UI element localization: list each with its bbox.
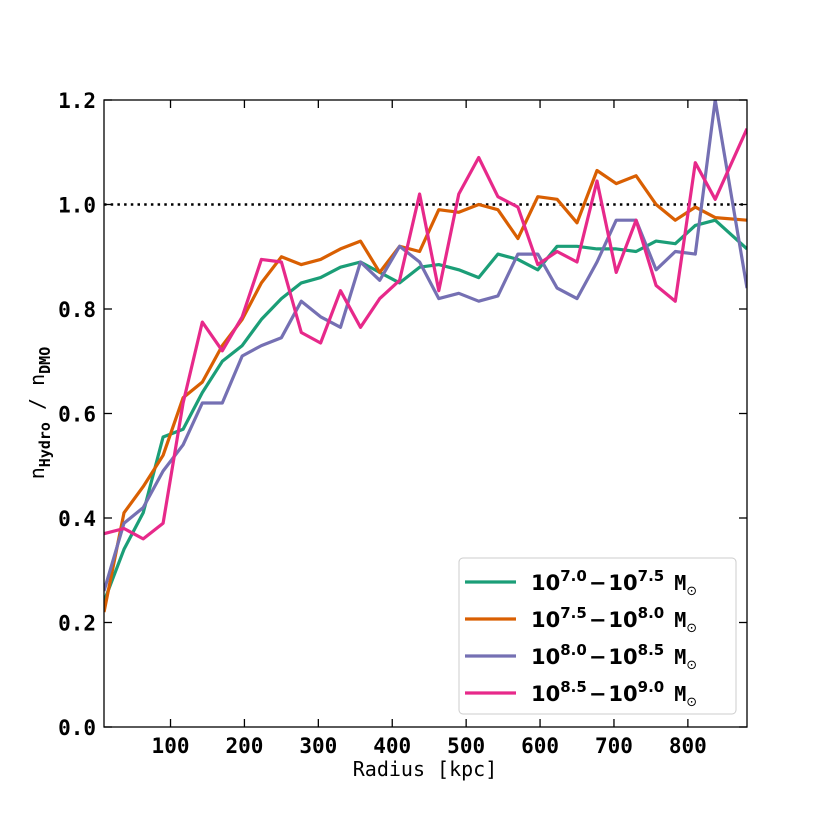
x-tick-label: 300 [299, 734, 337, 758]
tick-layer: 100 200 300 400 500 600 700 800 0.0 0.2 0.4 0.6 0.8 1… [58, 89, 747, 758]
x-tick-label: 400 [373, 734, 411, 758]
legend-label-1: 107.5−108.0 M⊙ [531, 604, 697, 636]
x-tick-label: 500 [447, 734, 485, 758]
plot-frame [103, 99, 748, 728]
series-layer [104, 100, 747, 613]
x-tick-label: 700 [595, 734, 633, 758]
legend: 107.0−107.5 M⊙ 107.5−108.0 M⊙ 108.0−108.5 M⊙ 1… [458, 557, 737, 715]
legend-label-2: 108.0−108.5 M⊙ [531, 641, 697, 673]
y-axis-label: nHydro / nDMO [25, 347, 54, 479]
y-tick-label: 0.0 [58, 716, 96, 740]
y-tick-label: 1.2 [58, 89, 96, 113]
series-line-0 [104, 218, 747, 603]
x-tick-label: 200 [225, 734, 263, 758]
series-line-2 [104, 100, 747, 592]
legend-label-3: 108.5−109.0 M⊙ [531, 678, 697, 710]
y-tick-label: 0.4 [58, 507, 96, 531]
x-axis-label: Radius [kpc] [353, 757, 498, 781]
series-line-3 [104, 128, 747, 541]
x-tick-label: 100 [152, 734, 190, 758]
y-tick-label: 0.2 [58, 612, 96, 636]
x-tick-label: 600 [521, 734, 559, 758]
y-tick-label: 0.8 [58, 298, 96, 322]
y-tick-label: 0.6 [58, 403, 96, 427]
legend-label-0: 107.0−107.5 M⊙ [531, 567, 697, 599]
series-line-1 [104, 168, 747, 613]
x-tick-label: 800 [669, 734, 707, 758]
legend-box [458, 557, 737, 715]
y-tick-label: 1.0 [58, 194, 96, 218]
